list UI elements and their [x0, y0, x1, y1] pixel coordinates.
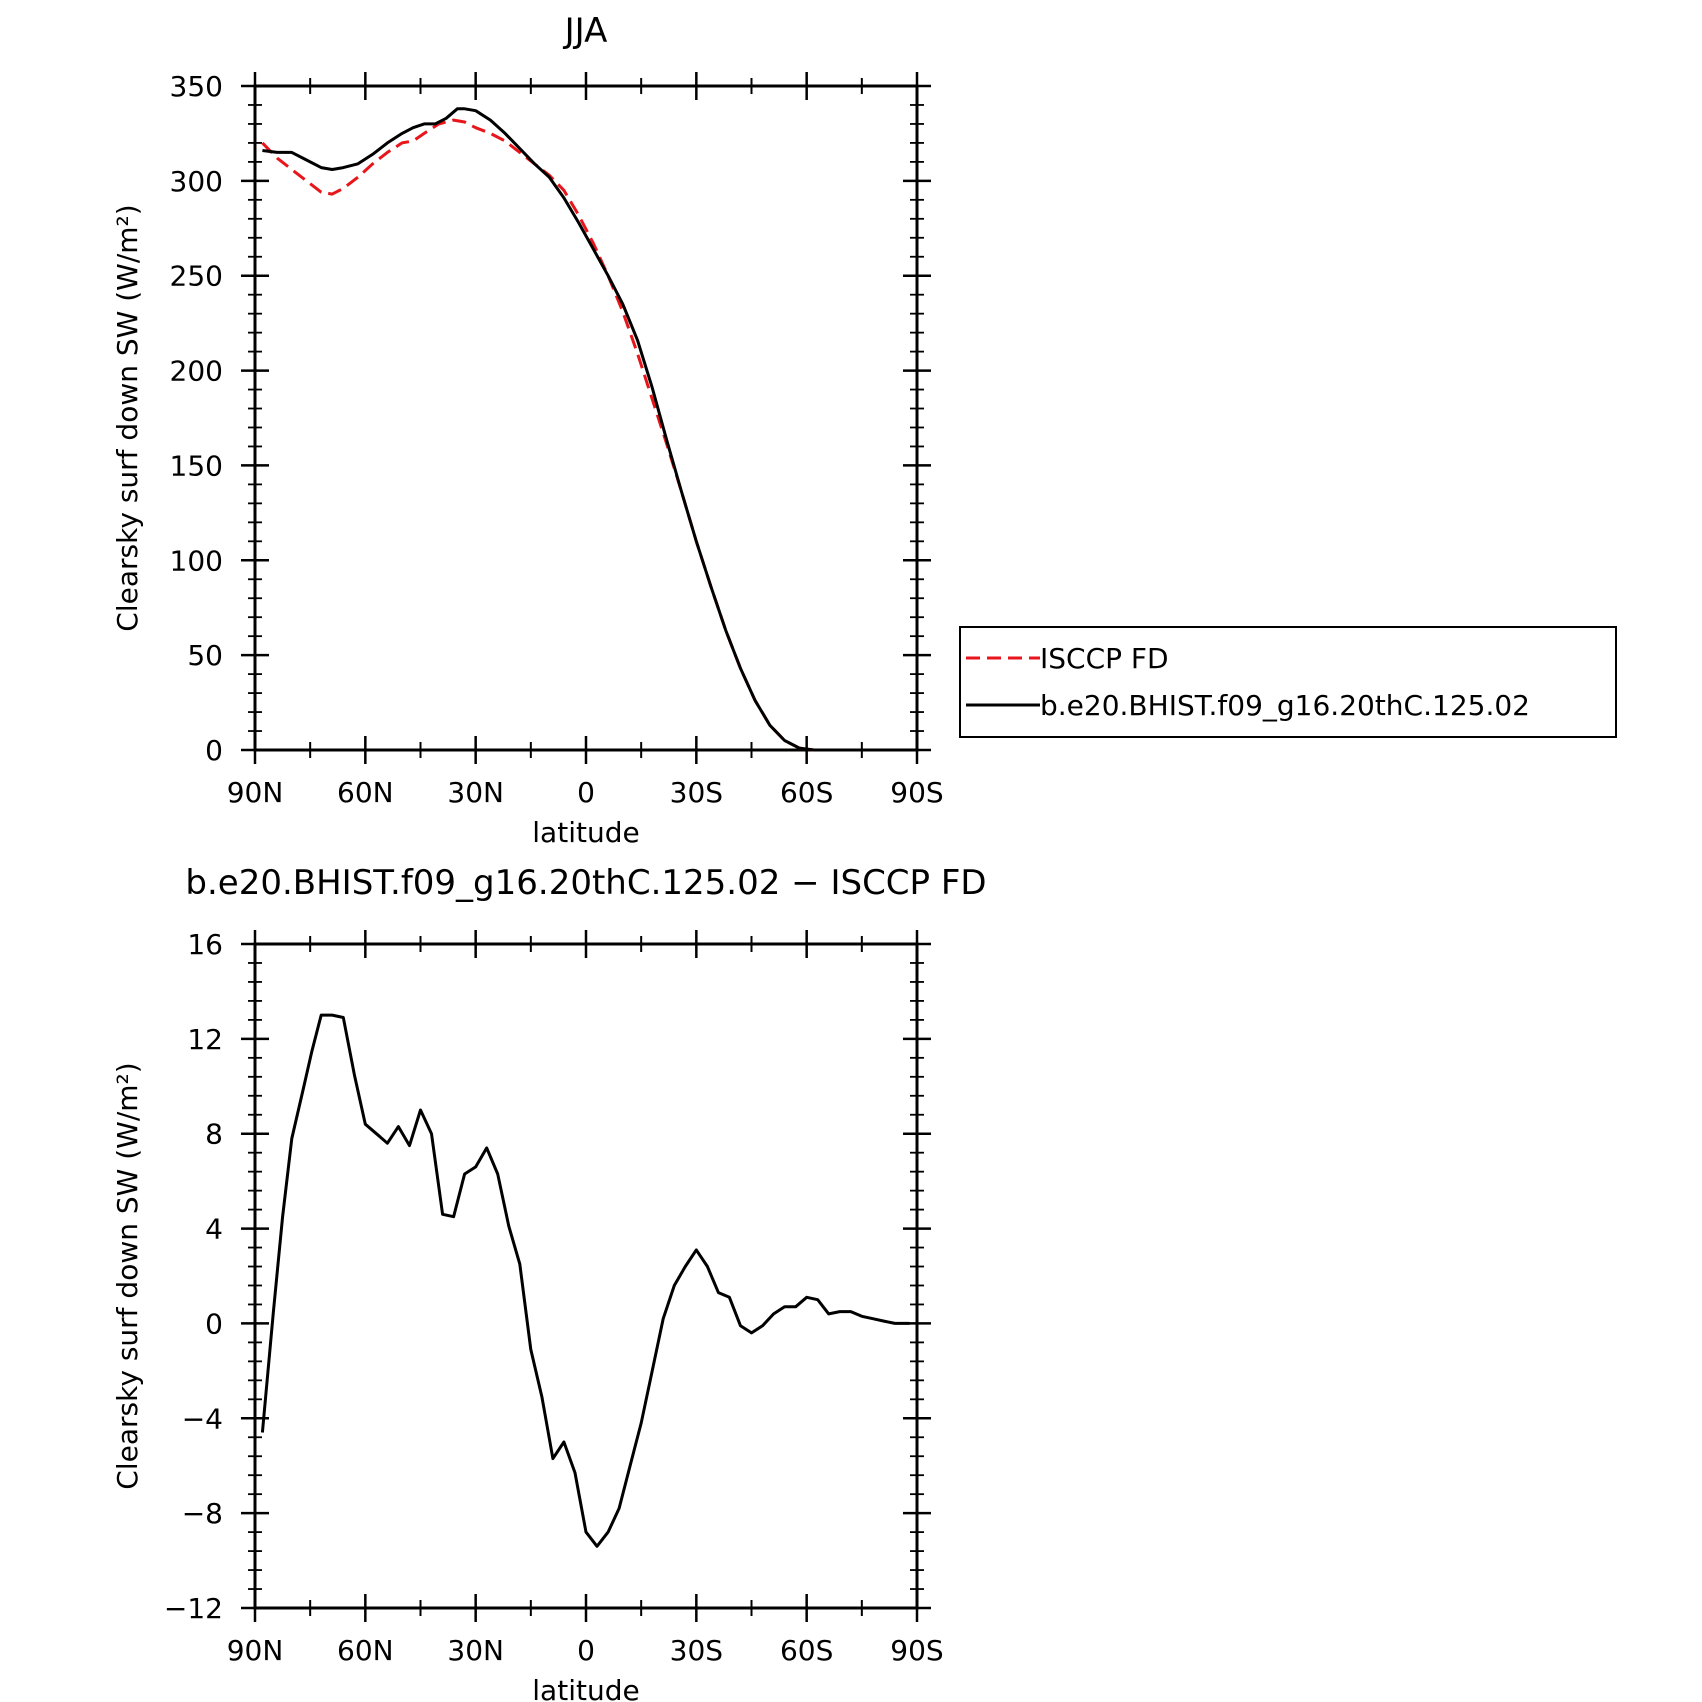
x-tick-label: 90S [890, 1634, 943, 1667]
legend: ISCCP FD b.e20.BHIST.f09_g16.20thC.125.0… [959, 626, 1617, 738]
y-tick-label: 250 [170, 260, 223, 293]
y-tick-label: 8 [205, 1118, 223, 1151]
y-tick-label: −4 [182, 1402, 223, 1435]
bottom-y-axis-label: Clearsky surf down SW (W/m²) [111, 1062, 144, 1489]
bottom-x-axis: 90N 60N 30N 0 30S 60S 90S [227, 930, 944, 1667]
series-line-isccp-fd [261, 118, 910, 752]
x-tick-label: 0 [577, 1634, 595, 1667]
y-tick-label: 4 [205, 1213, 223, 1246]
y-tick-label: 300 [170, 165, 223, 198]
x-tick-label: 60N [337, 1634, 394, 1667]
top-x-axis: 90N 60N 30N 0 30S 60S 90S [227, 72, 944, 809]
y-tick-label: 0 [205, 734, 223, 767]
top-y-axis-label: Clearsky surf down SW (W/m²) [111, 204, 144, 631]
y-tick-label: 16 [187, 928, 223, 961]
x-tick-label: 60N [337, 776, 394, 809]
series-line-model [262, 107, 910, 752]
top-chart-title: JJA [563, 11, 608, 51]
legend-box [959, 626, 1617, 738]
x-tick-label: 30S [670, 1634, 723, 1667]
x-tick-label: 30N [447, 776, 504, 809]
y-tick-label: 12 [187, 1023, 223, 1056]
series-line-difference [260, 1013, 910, 1548]
bottom-panel: b.e20.BHIST.f09_g16.20thC.125.02 − ISCCP… [111, 863, 987, 1702]
y-tick-label: 350 [170, 70, 223, 103]
bottom-x-axis-label: latitude [532, 1674, 639, 1702]
legend-entry-model: b.e20.BHIST.f09_g16.20thC.125.02 [1040, 689, 1530, 722]
top-y-axis: 0 50 100 150 200 250 300 350 [170, 70, 931, 767]
bottom-plot-frame [253, 942, 919, 1610]
bottom-chart-title: b.e20.BHIST.f09_g16.20thC.125.02 − ISCCP… [185, 863, 986, 903]
x-tick-label: 90S [890, 776, 943, 809]
y-tick-label: 100 [170, 544, 223, 577]
y-tick-label: 50 [187, 639, 223, 672]
y-tick-label: 150 [170, 449, 223, 482]
x-tick-label: 0 [577, 776, 595, 809]
y-tick-label: 0 [205, 1307, 223, 1340]
x-tick-label: 30N [447, 1634, 504, 1667]
x-tick-label: 60S [780, 1634, 833, 1667]
legend-entry-isccp-fd: ISCCP FD [1040, 642, 1169, 675]
x-tick-label: 90N [227, 776, 284, 809]
y-tick-label: −8 [182, 1497, 223, 1530]
x-tick-label: 90N [227, 1634, 284, 1667]
y-tick-label: 200 [170, 355, 223, 388]
x-tick-label: 60S [780, 776, 833, 809]
y-tick-label: −12 [164, 1592, 223, 1625]
top-x-axis-label: latitude [532, 816, 639, 849]
top-panel: JJA 90N 60N 30N 0 30S 60S 90S 0 50 100 150 200 250 3… [111, 11, 944, 849]
x-tick-label: 30S [670, 776, 723, 809]
bottom-y-axis: −12 −8 −4 0 4 8 12 16 [164, 928, 931, 1625]
top-plot-frame [253, 84, 919, 752]
